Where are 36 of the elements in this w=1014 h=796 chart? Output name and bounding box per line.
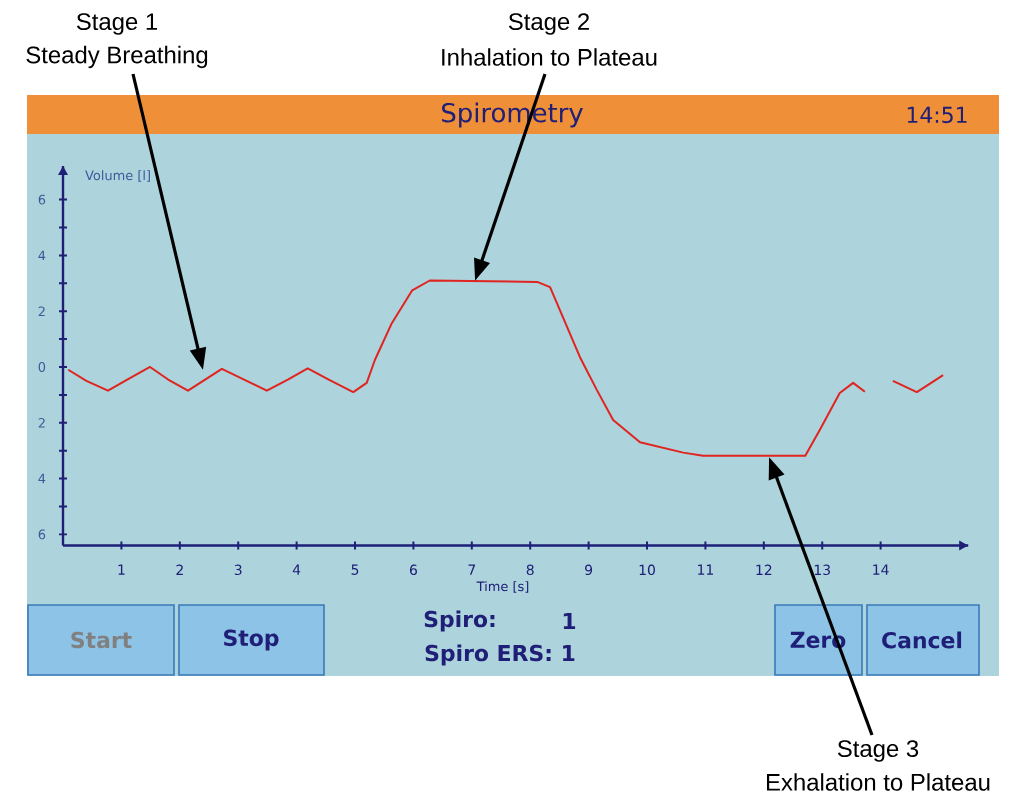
text: Stop xyxy=(224,629,279,651)
text: Exhalation to Plateau xyxy=(766,773,990,791)
y-tick-label: 2 xyxy=(38,418,45,428)
y-tick-label: 4 xyxy=(38,250,46,261)
y-tick-label: 6 xyxy=(38,529,46,540)
x-tick-label: 1 xyxy=(118,564,125,575)
y-axis-title: Volume [l] xyxy=(85,170,150,182)
x-tick-label: 6 xyxy=(409,564,417,576)
y-tick-label: 0 xyxy=(38,362,46,372)
x-tick-label: 11 xyxy=(698,564,714,575)
text: Stage 1 xyxy=(76,13,158,35)
text: Inhalation to Plateau xyxy=(442,48,657,66)
text: Spiro: xyxy=(424,610,495,632)
x-tick-label: 5 xyxy=(351,564,359,575)
text: 14:51 xyxy=(907,106,967,124)
text: Stage 2 xyxy=(508,13,589,35)
x-tick-label: 12 xyxy=(756,564,772,575)
text: Spiro ERS: 1 xyxy=(425,644,575,666)
x-tick-label: 9 xyxy=(585,564,593,576)
x-tick-label: 3 xyxy=(234,564,242,576)
text: Stage 3 xyxy=(837,740,919,762)
text: Start xyxy=(71,631,132,649)
y-tick-label: 4 xyxy=(38,473,46,484)
x-tick-label: 2 xyxy=(176,564,183,575)
x-tick-label: 10 xyxy=(639,564,655,576)
text: Cancel xyxy=(882,631,962,649)
y-tick-label: 2 xyxy=(38,306,45,316)
x-tick-label: 8 xyxy=(526,564,534,576)
text: Steady Breathing xyxy=(26,45,208,69)
x-tick-label: 13 xyxy=(814,564,830,576)
text: 1 xyxy=(563,613,576,629)
x-axis-title: Time [s] xyxy=(476,581,529,593)
x-tick-label: 7 xyxy=(468,564,476,575)
x-tick-label: 4 xyxy=(292,564,301,575)
x-tick-label: 14 xyxy=(873,564,889,575)
y-tick-label: 6 xyxy=(38,194,46,205)
